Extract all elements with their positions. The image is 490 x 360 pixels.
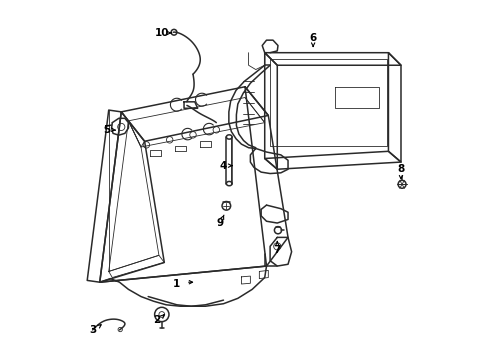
Text: 9: 9 bbox=[216, 218, 223, 228]
Text: 3: 3 bbox=[89, 325, 96, 335]
Text: 7: 7 bbox=[273, 245, 281, 255]
Text: 2: 2 bbox=[153, 315, 161, 325]
Text: 10: 10 bbox=[155, 28, 170, 38]
Text: 4: 4 bbox=[220, 161, 227, 171]
Text: 6: 6 bbox=[310, 33, 317, 43]
Text: 8: 8 bbox=[397, 164, 405, 174]
Text: 1: 1 bbox=[173, 279, 180, 289]
Text: 5: 5 bbox=[103, 125, 111, 135]
